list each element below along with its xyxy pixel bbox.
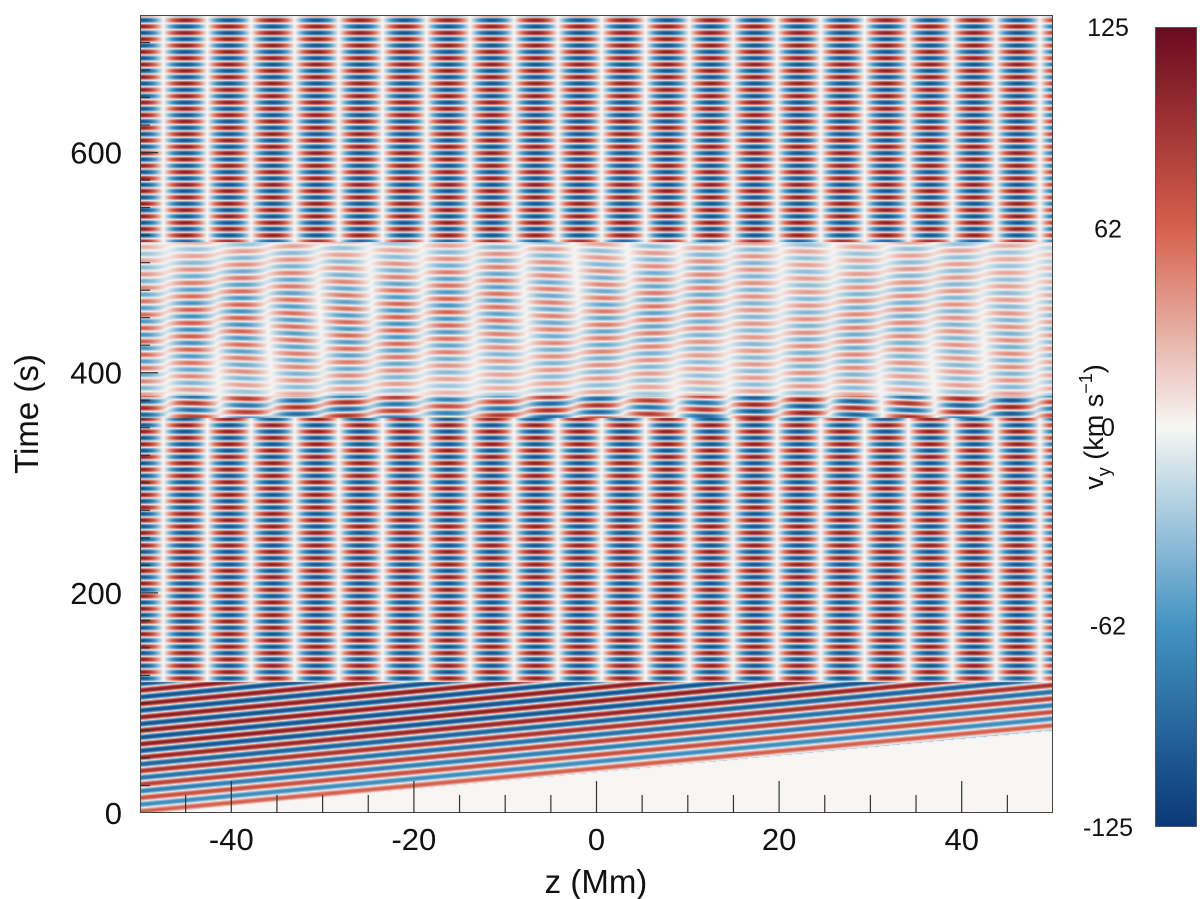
colorbar-tick-label: -125 bbox=[1083, 814, 1133, 842]
x-tick-label: -40 bbox=[209, 822, 254, 857]
y-tick-label: 200 bbox=[70, 576, 122, 611]
colorbar-tick-labels: 125 62 0 -62 -125 bbox=[1083, 14, 1133, 842]
colorbar-tick-label: 62 bbox=[1094, 216, 1122, 244]
colorbar-tick-label: 0 bbox=[1101, 414, 1115, 442]
colorbar-title: vy (km s−1) bbox=[1076, 364, 1114, 490]
y-axis-tick-labels: 0 200 400 600 bbox=[70, 136, 122, 831]
x-tick-label: 40 bbox=[944, 822, 978, 857]
x-axis-title: z (Mm) bbox=[545, 863, 648, 899]
x-tick-label: 0 bbox=[588, 822, 605, 857]
colorbar-tick-label: 125 bbox=[1087, 14, 1129, 42]
x-tick-label: 20 bbox=[762, 822, 796, 857]
heatmap-image bbox=[141, 16, 1052, 812]
x-axis-tick-labels: -40 -20 0 20 40 bbox=[209, 822, 979, 857]
x-tick-label: -20 bbox=[391, 822, 436, 857]
heatmap-plot-area bbox=[140, 15, 1053, 813]
colorbar bbox=[1155, 27, 1197, 827]
y-tick-label: 0 bbox=[105, 796, 122, 831]
colorbar-tick-label: -62 bbox=[1090, 612, 1126, 640]
y-axis-title: Time (s) bbox=[8, 354, 45, 474]
y-tick-label: 600 bbox=[70, 136, 122, 171]
y-tick-label: 400 bbox=[70, 356, 122, 391]
